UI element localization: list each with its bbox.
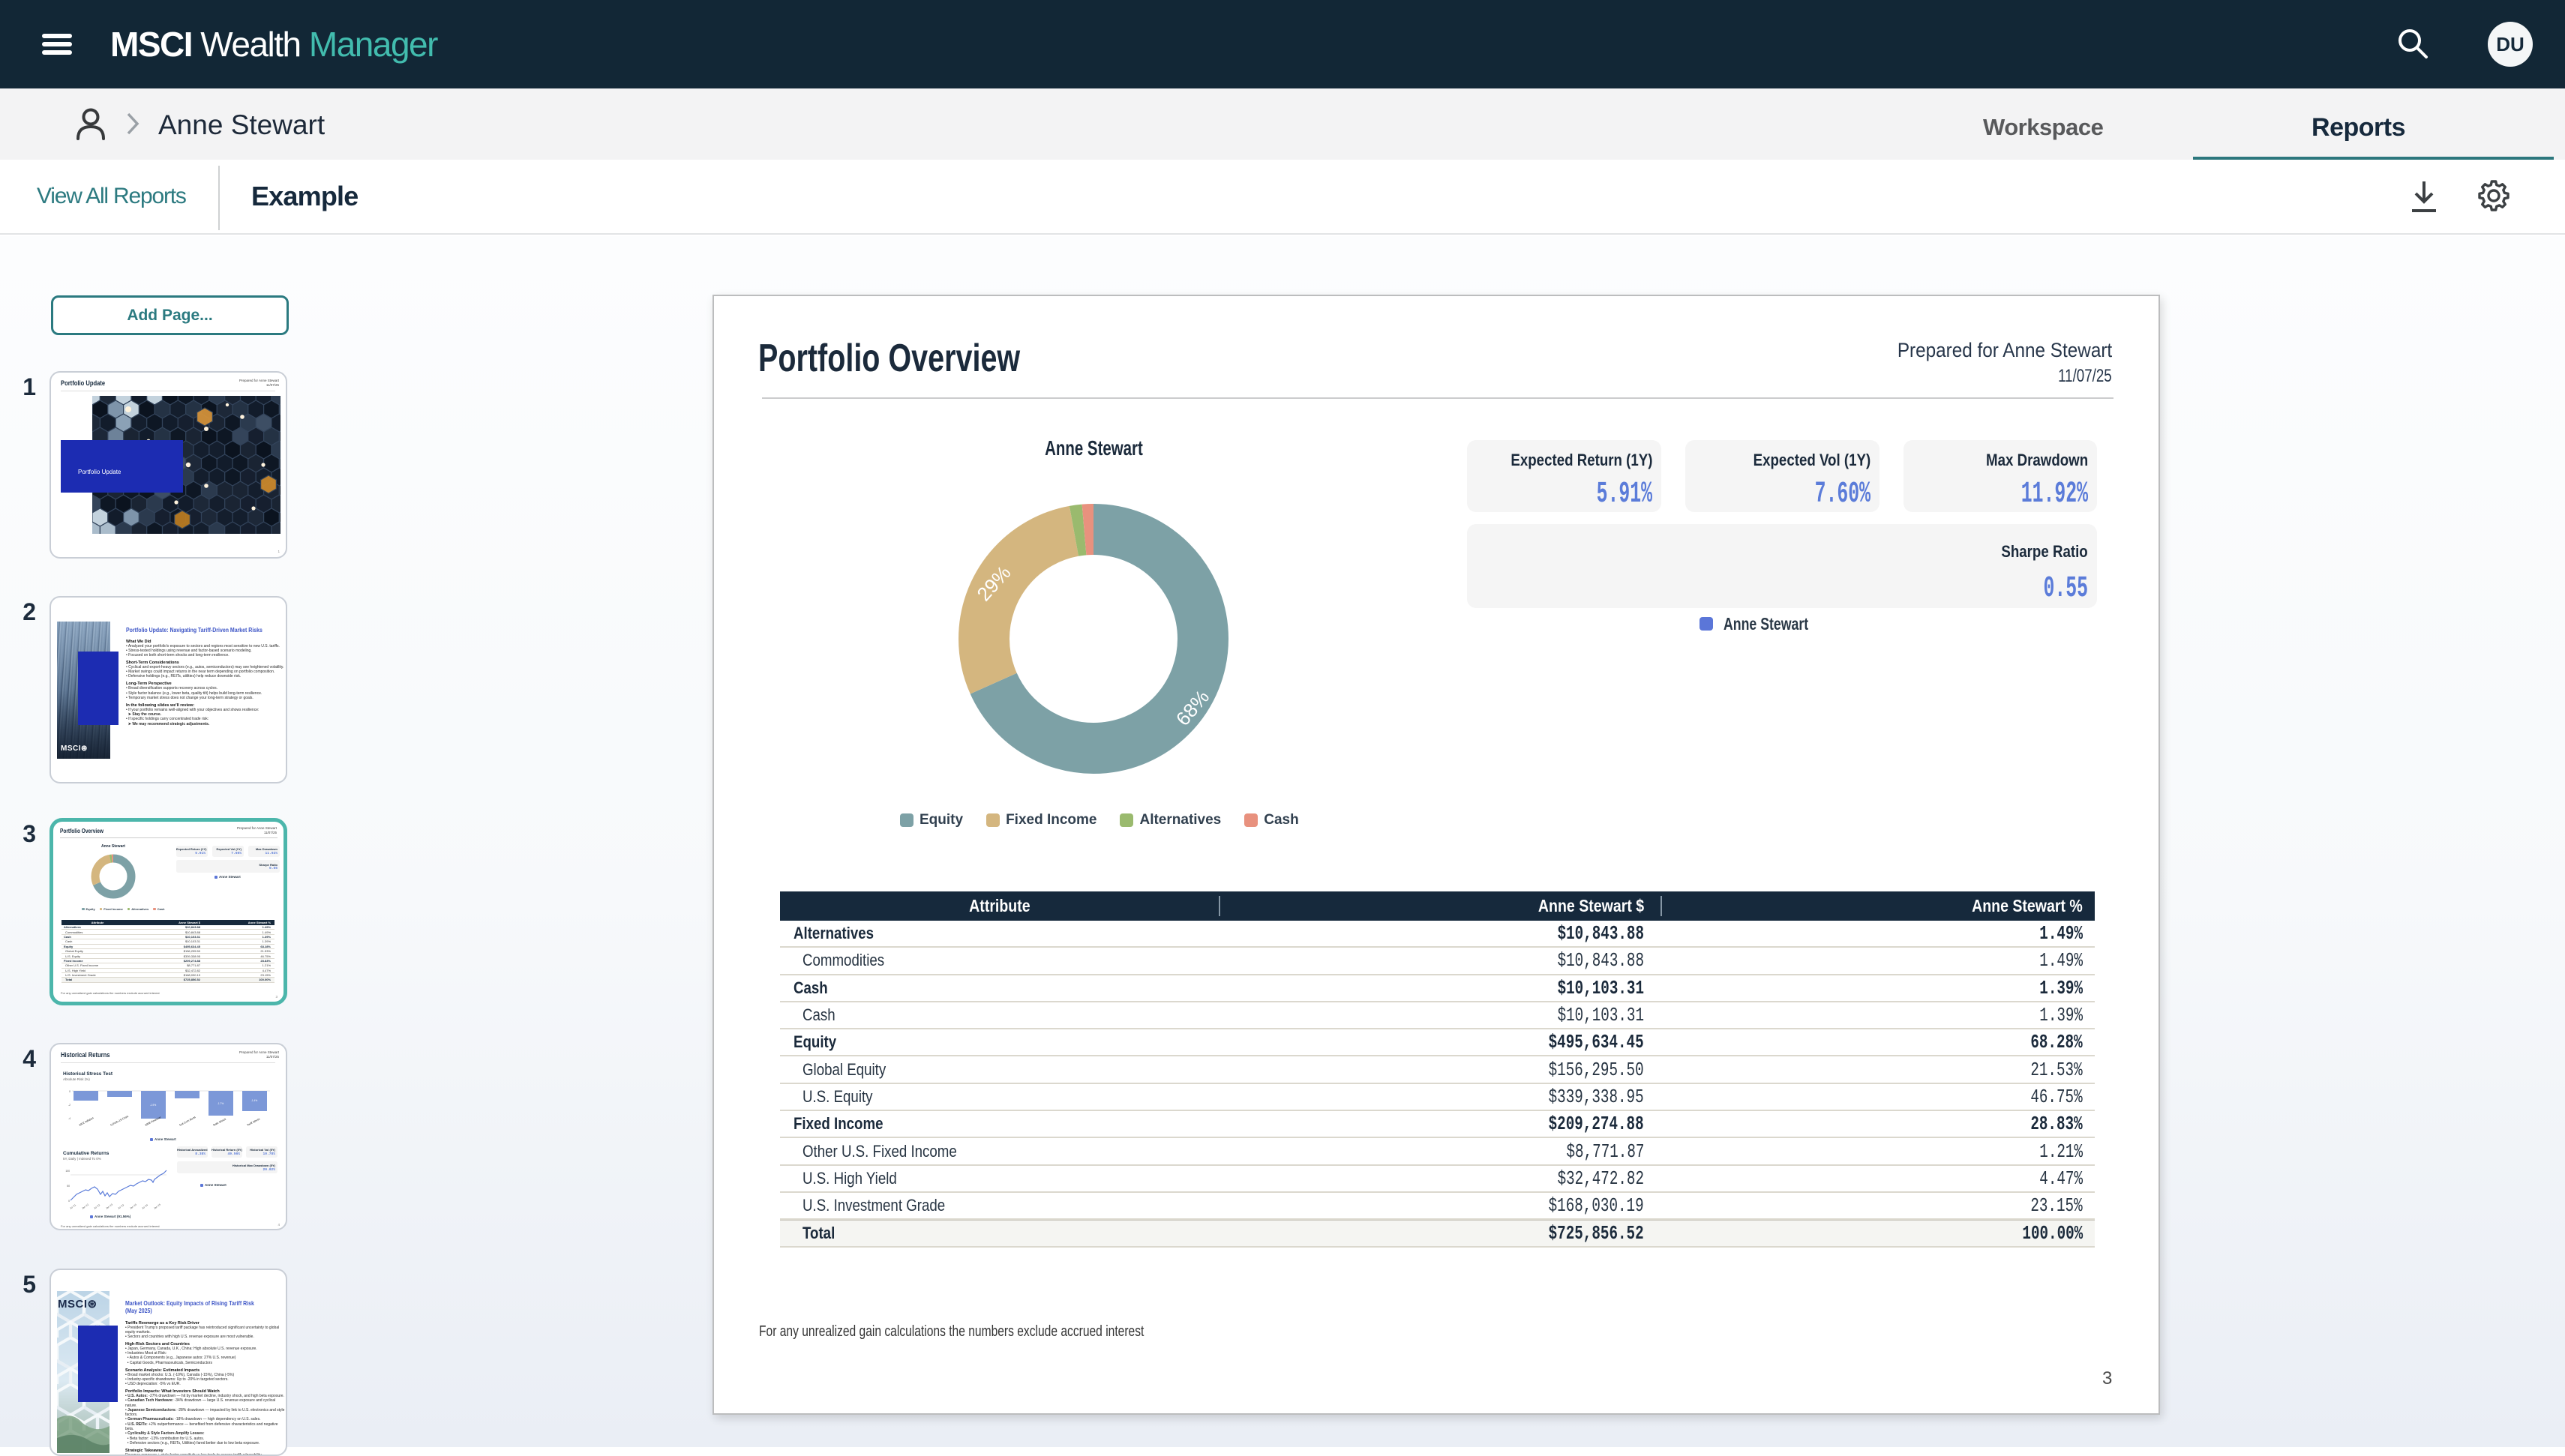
svg-text:Tariff Stress: Tariff Stress <box>247 1117 261 1127</box>
svg-text:2022 Inflation: 2022 Inflation <box>79 1116 94 1127</box>
svg-text:COVID-19 Crisis: COVID-19 Crisis <box>110 1115 130 1127</box>
svg-text:-1.9%: -1.9% <box>150 1104 156 1107</box>
svg-text:Jul '21: Jul '21 <box>69 1203 76 1210</box>
svg-text:-2: -2 <box>68 1104 70 1107</box>
svg-text:Jan '24: Jan '24 <box>129 1203 137 1210</box>
svg-text:-1.4%: -1.4% <box>251 1099 257 1102</box>
svg-text:Jan '25: Jan '25 <box>153 1203 161 1210</box>
svg-text:Dot-Com Burst: Dot-Com Burst <box>179 1116 196 1127</box>
svg-text:Jul '22: Jul '22 <box>93 1203 100 1210</box>
svg-text:50: 50 <box>67 1185 70 1188</box>
svg-text:Jan '23: Jan '23 <box>105 1203 113 1210</box>
svg-text:Jul '23: Jul '23 <box>117 1203 124 1210</box>
svg-text:Jan '22: Jan '22 <box>81 1203 89 1210</box>
svg-text:0: 0 <box>68 1200 70 1203</box>
svg-text:Jul '24: Jul '24 <box>141 1203 148 1210</box>
svg-text:100: 100 <box>65 1170 70 1173</box>
svg-text:-1.7%: -1.7% <box>218 1102 224 1105</box>
svg-text:0: 0 <box>69 1090 70 1093</box>
svg-text:Rate Shock: Rate Shock <box>213 1118 226 1127</box>
svg-text:-4: -4 <box>68 1117 70 1120</box>
